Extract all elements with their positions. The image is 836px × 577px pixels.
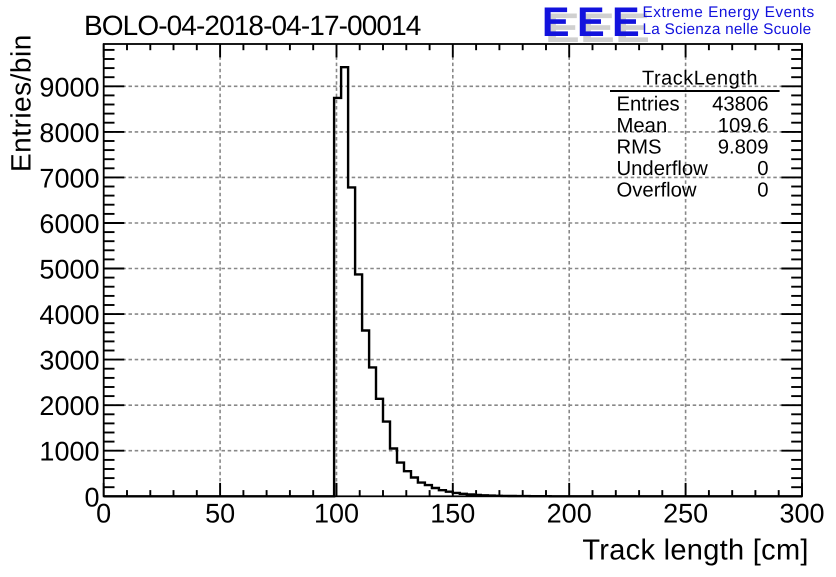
svg-text:109.6: 109.6 bbox=[718, 115, 769, 137]
svg-text:250: 250 bbox=[663, 499, 708, 529]
svg-text:5000: 5000 bbox=[39, 255, 99, 285]
svg-text:EEE: EEE bbox=[542, 0, 647, 45]
svg-text:Track length [cm]: Track length [cm] bbox=[582, 534, 808, 566]
svg-text:200: 200 bbox=[547, 499, 592, 529]
svg-text:Mean: Mean bbox=[617, 115, 668, 137]
svg-text:6000: 6000 bbox=[39, 209, 99, 239]
svg-text:0: 0 bbox=[96, 499, 111, 529]
svg-text:0: 0 bbox=[84, 482, 99, 512]
svg-text:BOLO-04-2018-04-17-00014: BOLO-04-2018-04-17-00014 bbox=[84, 10, 421, 41]
svg-text:E: E bbox=[615, 4, 650, 51]
svg-text:100: 100 bbox=[314, 499, 359, 529]
svg-text:7000: 7000 bbox=[39, 163, 99, 193]
svg-text:4000: 4000 bbox=[39, 300, 99, 330]
svg-text:300: 300 bbox=[779, 499, 824, 529]
svg-text:50: 50 bbox=[205, 499, 235, 529]
svg-text:43806: 43806 bbox=[712, 93, 768, 115]
svg-text:E: E bbox=[545, 4, 580, 51]
svg-text:Entries/bin: Entries/bin bbox=[6, 34, 37, 172]
svg-text:E: E bbox=[580, 4, 615, 51]
svg-text:Underflow: Underflow bbox=[617, 158, 709, 180]
svg-text:3000: 3000 bbox=[39, 346, 99, 376]
svg-text:0: 0 bbox=[757, 158, 768, 180]
svg-text:9000: 9000 bbox=[39, 72, 99, 102]
svg-text:9.809: 9.809 bbox=[718, 136, 769, 158]
svg-text:Extreme Energy Events: Extreme Energy Events bbox=[643, 4, 815, 21]
svg-text:RMS: RMS bbox=[617, 136, 662, 158]
svg-text:150: 150 bbox=[430, 499, 475, 529]
svg-text:Overflow: Overflow bbox=[617, 179, 697, 201]
svg-text:Entries: Entries bbox=[617, 93, 680, 115]
svg-text:1000: 1000 bbox=[39, 437, 99, 467]
svg-text:TrackLength: TrackLength bbox=[642, 67, 758, 89]
svg-text:0: 0 bbox=[757, 179, 768, 201]
svg-text:La Scienza nelle Scuole: La Scienza nelle Scuole bbox=[643, 21, 812, 38]
svg-text:2000: 2000 bbox=[39, 391, 99, 421]
svg-text:8000: 8000 bbox=[39, 118, 99, 148]
